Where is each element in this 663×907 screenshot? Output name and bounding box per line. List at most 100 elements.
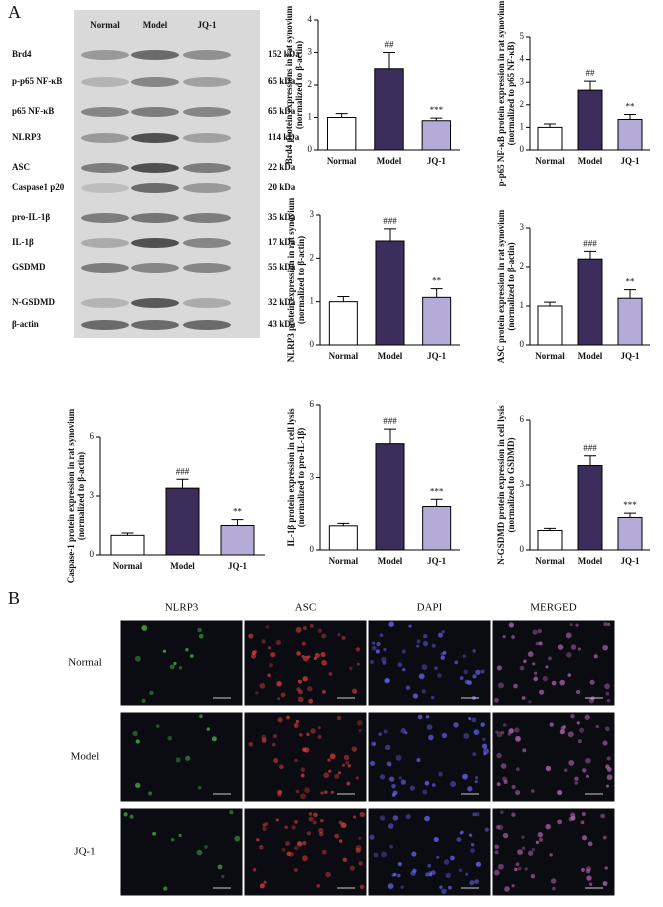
cell-signal [474,879,479,884]
cell-signal [431,695,435,700]
cell-signal [312,820,317,825]
significance-label: *** [430,105,444,115]
cell-signal [321,633,327,639]
bar [375,443,405,551]
cell-signal [270,652,276,658]
cell-signal [255,691,259,695]
cell-signal [302,855,308,862]
cell-signal [318,827,324,834]
cell-signal [308,812,313,816]
bar [421,120,452,151]
error-bar [624,114,636,120]
cell-signal [217,864,223,870]
cell-signal [475,812,480,817]
cell-signal [300,773,305,778]
cell-signal [302,747,307,752]
cell-signal [277,717,283,723]
cell-signal [549,722,554,727]
cell-signal [400,728,407,734]
y-axis-label: Brd4 protein expressions in rat synovium [284,5,294,164]
cell-signal [349,865,355,871]
cell-signal [538,641,543,646]
cell-signal [511,784,516,790]
y-tick-label: 3 [310,472,315,482]
cell-signal [400,779,407,785]
protein-label: N-GSDMD [12,297,55,307]
size-label: 65 kDa [268,106,296,116]
cell-signal [511,635,515,639]
cell-signal [359,884,365,890]
blot-band [81,213,129,223]
cell-signal [445,872,451,879]
significance-label: ### [583,443,597,453]
cell-signal [507,732,511,736]
cell-signal [502,832,509,839]
cell-signal [467,680,472,685]
cell-signal [306,732,310,736]
cell-signal [337,632,341,637]
cell-signal [425,715,430,719]
y-tick-label: 3 [310,209,315,219]
cell-signal [585,868,591,874]
cell-signal [405,685,411,690]
cell-signal [559,729,565,735]
column-header: NLRP3 [165,602,199,614]
cell-signal [522,660,527,664]
cell-signal [279,764,284,770]
cell-signal [388,621,394,627]
cell-signal [495,824,501,830]
cell-signal [500,763,507,769]
y-axis-label: (normalized to β-actin) [506,242,516,330]
y-axis-label: (normalized to pro-IL-1β) [296,428,306,528]
cell-signal [185,755,191,761]
bar [374,68,404,151]
category-label: Normal [327,156,357,166]
y-tick-label: 6 [90,431,95,441]
significance-label: ** [432,276,442,286]
cell-signal [123,812,128,817]
cell-signal [379,774,386,780]
lane-label: Model [143,20,168,30]
cell-signal [355,844,362,851]
cell-signal [502,776,508,782]
y-tick-label: 1 [520,121,525,131]
protein-label: p65 NF-κB [12,106,54,116]
cell-signal [463,733,470,739]
cell-signal [600,813,606,819]
cell-signal [412,868,417,873]
error-bar [121,532,134,536]
cell-signal [428,873,433,877]
y-tick-label: 2 [520,99,525,109]
cell-signal [545,765,552,772]
cell-signal [358,728,362,733]
y-axis-label: Caspase-1 protein expression in rat syno… [66,408,76,583]
y-axis-label: (normalized to GSDMD) [506,438,516,533]
cell-signal [585,757,591,764]
column-header: DAPI [417,602,443,614]
cell-signal [265,625,270,629]
cell-signal [163,886,168,891]
cell-signal [503,779,508,784]
cell-signal [371,641,376,645]
blot-band [131,77,179,87]
cell-signal [532,662,536,666]
significance-label: ** [233,507,243,517]
cell-signal [523,659,527,663]
cell-signal [259,883,265,889]
cell-signal [584,714,590,720]
cell-signal [269,663,273,668]
y-tick-label: 2 [520,261,525,271]
y-tick-label: 3 [520,76,525,86]
cell-signal [273,758,279,764]
micrograph [119,807,244,897]
bar-chart: 0 3 6 IL-1β protein expression in cell lysi… [286,399,460,566]
category-label: JQ-1 [427,156,446,166]
blot-band [81,163,129,173]
cell-signal [580,867,586,873]
panel-label: B [8,588,20,608]
cell-signal [296,651,301,656]
cell-signal [388,763,392,767]
cell-signal [324,790,328,794]
y-tick-label: 5 [520,31,525,41]
significance-label: ## [586,68,596,78]
